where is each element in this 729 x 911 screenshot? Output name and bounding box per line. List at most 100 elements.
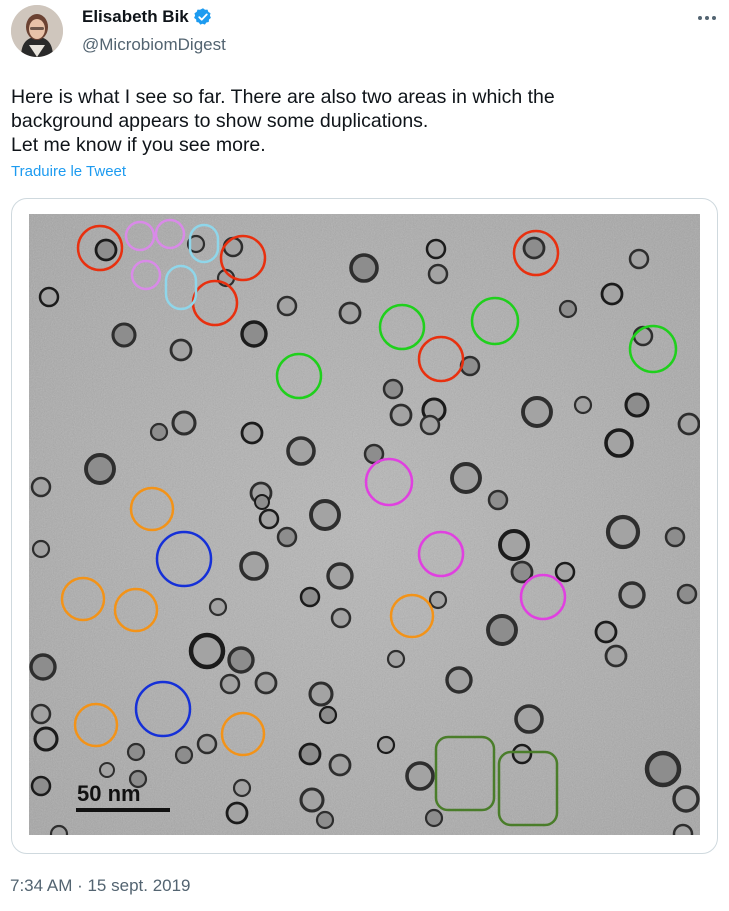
- microscopy-image: 50 nm: [29, 214, 700, 835]
- particle: [186, 234, 206, 254]
- particle: [49, 824, 69, 835]
- annotation-circle: [134, 680, 192, 738]
- particle: [605, 514, 641, 550]
- tweet-text-line: Let me know if you see more.: [11, 134, 266, 156]
- particle: [239, 551, 269, 581]
- particle: [128, 769, 148, 789]
- translate-tweet-link[interactable]: Traduire le Tweet: [11, 163, 127, 180]
- particle: [604, 428, 634, 458]
- particle: [328, 753, 352, 777]
- particle: [254, 671, 278, 695]
- particle: [309, 499, 341, 531]
- particle: [232, 778, 252, 798]
- annotation-circle: [155, 530, 213, 588]
- annotation-circle: [154, 218, 186, 250]
- particle: [514, 704, 544, 734]
- tweet-text-line: Here is what I see so far. There are als…: [11, 86, 555, 108]
- particle: [558, 299, 578, 319]
- particle: [276, 295, 298, 317]
- particle: [171, 410, 197, 436]
- particle: [315, 810, 335, 830]
- verified-badge-icon: [193, 8, 211, 25]
- tweet-text: Here is what I see so far. There are als…: [11, 85, 711, 157]
- annotation-box: [164, 264, 198, 311]
- profile-photo-icon: [11, 5, 63, 57]
- tweet-media[interactable]: 50 nm: [11, 198, 718, 854]
- particle: [330, 607, 352, 629]
- particle: [487, 489, 509, 511]
- particle: [225, 801, 249, 825]
- particle: [169, 338, 193, 362]
- annotation-circle: [76, 224, 124, 272]
- annotation-circle: [364, 457, 414, 507]
- particle: [33, 726, 59, 752]
- particle: [318, 705, 338, 725]
- particle: [174, 745, 194, 765]
- particle: [38, 286, 60, 308]
- annotation-circle: [60, 576, 106, 622]
- particle: [111, 322, 137, 348]
- annotation-circle: [417, 530, 465, 578]
- annotation-circle: [220, 711, 266, 757]
- particle: [29, 653, 57, 681]
- particle: [664, 526, 686, 548]
- author-handle[interactable]: @MicrobiomDigest: [82, 35, 226, 54]
- particle: [618, 581, 646, 609]
- particle: [382, 378, 404, 400]
- particle: [30, 476, 52, 498]
- particle: [428, 590, 448, 610]
- particle: [286, 436, 316, 466]
- particle: [510, 560, 534, 584]
- particle: [326, 562, 354, 590]
- particle: [554, 561, 576, 583]
- particle: [254, 494, 270, 510]
- avatar[interactable]: [11, 5, 63, 57]
- particle: [188, 632, 226, 670]
- particle: [376, 735, 396, 755]
- particle: [486, 614, 518, 646]
- annotation-box: [188, 223, 220, 264]
- particle: [628, 248, 650, 270]
- particle: [84, 453, 116, 485]
- scale-bar: 50 nm: [76, 781, 170, 812]
- particle: [94, 238, 118, 262]
- particle: [425, 238, 447, 260]
- annotation-circle: [219, 234, 267, 282]
- particle: [672, 785, 700, 813]
- particle: [299, 586, 321, 608]
- particle: [149, 422, 169, 442]
- particle: [604, 644, 628, 668]
- particle: [126, 742, 146, 762]
- particle: [424, 808, 444, 828]
- annotation-circle: [417, 335, 465, 383]
- particle: [276, 526, 298, 548]
- annotation-circle: [628, 324, 678, 374]
- particle: [450, 462, 482, 494]
- annotation-circle: [73, 702, 119, 748]
- particle: [600, 282, 624, 306]
- particle: [521, 396, 553, 428]
- particle: [227, 646, 255, 674]
- annotation-circle: [129, 486, 175, 532]
- particle: [498, 529, 530, 561]
- particle: [419, 414, 441, 436]
- particle: [196, 733, 218, 755]
- particle: [31, 539, 51, 559]
- tweet-timestamp[interactable]: 7:34 AM · 15 sept. 2019: [10, 876, 191, 895]
- particle: [644, 750, 682, 788]
- author-display-name[interactable]: Elisabeth Bik: [82, 7, 189, 26]
- particle: [676, 583, 698, 605]
- author-name-row[interactable]: Elisabeth Bik: [82, 7, 213, 27]
- particle: [624, 392, 650, 418]
- particle: [522, 236, 546, 260]
- annotation-circle: [378, 303, 426, 351]
- particle: [445, 666, 473, 694]
- particle: [672, 823, 694, 835]
- particle: [594, 620, 618, 644]
- particle: [219, 673, 241, 695]
- more-options-icon[interactable]: [690, 4, 724, 32]
- particle: [386, 649, 406, 669]
- annotation-circle: [124, 220, 156, 252]
- particle: [389, 403, 413, 427]
